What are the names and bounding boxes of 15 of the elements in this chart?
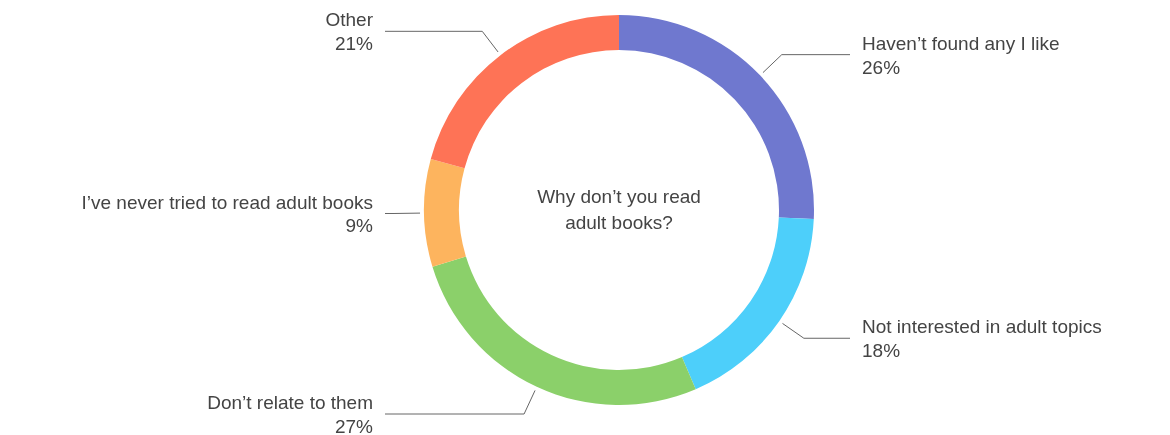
slice-label: Don’t relate to them (207, 392, 373, 413)
donut-slice (432, 256, 696, 405)
donut-slice (424, 159, 466, 267)
data-label: 18% (862, 340, 901, 362)
data-label: 9% (345, 215, 374, 237)
donut-slice (681, 217, 814, 390)
data-label: 21% (334, 33, 374, 55)
slice-label: Haven’t found any I like (862, 32, 1060, 54)
data-label: 27% (334, 416, 374, 435)
slice-label: Other (325, 9, 374, 31)
text: Why don’t you read adult books? (537, 186, 701, 233)
donut-slice (430, 15, 619, 169)
slice-label: Not interested in adult topics (862, 316, 1102, 338)
slice-label: I’ve never tried to read adult books (81, 191, 373, 213)
data-label: 26% (862, 56, 901, 78)
